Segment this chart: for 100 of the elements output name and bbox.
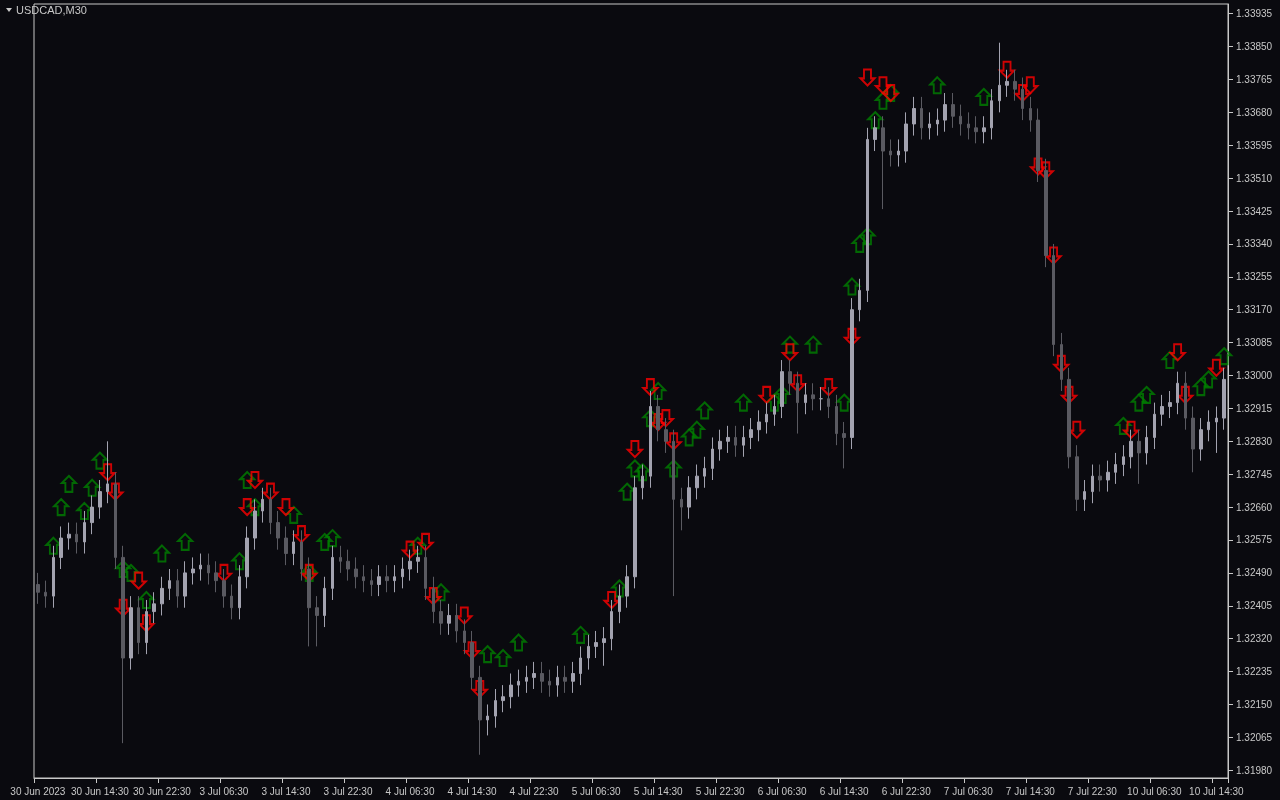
candlestick: [664, 417, 668, 454]
candlestick: [470, 630, 474, 690]
candlestick: [1114, 452, 1117, 485]
candlestick: [463, 618, 466, 655]
candlestick: [912, 96, 916, 137]
candlestick: [44, 580, 47, 609]
x-tick-label: 30 Jun 14:30: [70, 785, 130, 797]
candlestick: [207, 553, 210, 585]
point: [1208, 358, 1225, 377]
candlestick: [176, 568, 179, 609]
candlestick: [160, 576, 164, 616]
x-tick-label: 7 Jul 06:30: [943, 785, 994, 797]
point: [60, 474, 77, 493]
candlestick: [416, 545, 420, 574]
point: [285, 505, 302, 524]
candlestick: [331, 545, 334, 601]
point: [634, 463, 651, 482]
candlestick: [804, 382, 807, 415]
point: [1123, 420, 1140, 439]
point: [510, 633, 527, 652]
candlestick: [556, 665, 559, 698]
candlestick: [881, 115, 885, 210]
x-tick-label: 5 Jul 06:30: [571, 785, 622, 797]
candlestick: [1060, 332, 1063, 392]
candlestick: [936, 107, 939, 137]
point: [843, 277, 860, 296]
candlestick: [680, 487, 683, 531]
x-tick-label: 5 Jul 14:30: [633, 785, 684, 797]
x-tick-label: 5 Jul 22:30: [695, 785, 746, 797]
candlestick: [540, 661, 544, 694]
candlestick: [610, 599, 613, 651]
x-tick-label: 3 Jul 22:30: [323, 785, 373, 797]
candlestick: [951, 92, 955, 129]
candlestick: [726, 425, 730, 454]
point: [1014, 84, 1031, 103]
y-tick-label: 1.33850: [1236, 41, 1273, 53]
x-tick-label: 4 Jul 22:30: [509, 785, 559, 797]
candlestick: [571, 661, 575, 694]
candlestick: [1168, 390, 1172, 419]
point: [495, 649, 512, 668]
candlestick: [439, 599, 443, 636]
candlestick: [1005, 69, 1009, 98]
candlestick: [424, 545, 427, 601]
candlestick: [625, 564, 629, 609]
point: [626, 459, 643, 478]
candlestick: [1153, 402, 1156, 450]
candlestick: [1191, 405, 1195, 473]
candlestick: [866, 127, 869, 303]
candlestick: [943, 92, 947, 133]
candlestick: [261, 487, 264, 524]
candlestick: [788, 359, 792, 396]
point: [735, 393, 752, 412]
y-tick-label: 1.33510: [1236, 172, 1273, 184]
candlestick: [1137, 429, 1141, 485]
point: [1200, 370, 1217, 389]
point: [650, 382, 667, 400]
candlestick: [1036, 107, 1040, 183]
point: [1115, 416, 1132, 435]
point: [781, 343, 798, 362]
candlestick: [1176, 371, 1179, 415]
candlestick: [811, 382, 815, 411]
point: [758, 385, 775, 404]
point: [277, 498, 294, 517]
candlestick: [168, 568, 171, 601]
y-tick-label: 1.33595: [1236, 139, 1273, 151]
candlestick: [711, 436, 714, 481]
y-tick-label: 1.33085: [1236, 337, 1273, 349]
candlestick: [59, 525, 63, 570]
x-tick-label: 10 Jul 14:30: [1189, 785, 1245, 797]
y-tick-label: 1.32660: [1236, 501, 1273, 513]
candlestick: [920, 96, 923, 140]
x-tick-label: 7 Jul 22:30: [1067, 785, 1118, 797]
candlestick: [594, 630, 598, 659]
candlestick: [1215, 405, 1218, 454]
y-tick-label: 1.31980: [1236, 764, 1273, 776]
candlestick: [749, 417, 753, 450]
candlestick: [1067, 367, 1071, 469]
candlestick: [98, 479, 102, 520]
candlestick: [494, 688, 497, 729]
candlestick: [1122, 444, 1125, 477]
y-tick-label: 1.32745: [1236, 468, 1273, 480]
candlestick: [1199, 417, 1203, 462]
y-tick-label: 1.32235: [1236, 666, 1273, 678]
point: [479, 645, 496, 664]
candlestick: [827, 386, 830, 419]
point: [851, 234, 868, 253]
point: [665, 432, 682, 451]
point: [859, 68, 876, 87]
candlestick: [1029, 96, 1032, 133]
candlestick: [121, 545, 125, 744]
point: [781, 335, 798, 354]
candlestick: [757, 409, 761, 442]
candlestick: [998, 42, 1001, 113]
candlestick: [36, 572, 40, 605]
point: [464, 641, 481, 660]
candlestick: [1207, 409, 1210, 442]
x-tick-label: 10 Jul 06:30: [1127, 785, 1183, 797]
candlestick: [587, 634, 590, 671]
candlestick: [362, 564, 365, 593]
candlestick: [718, 429, 722, 462]
